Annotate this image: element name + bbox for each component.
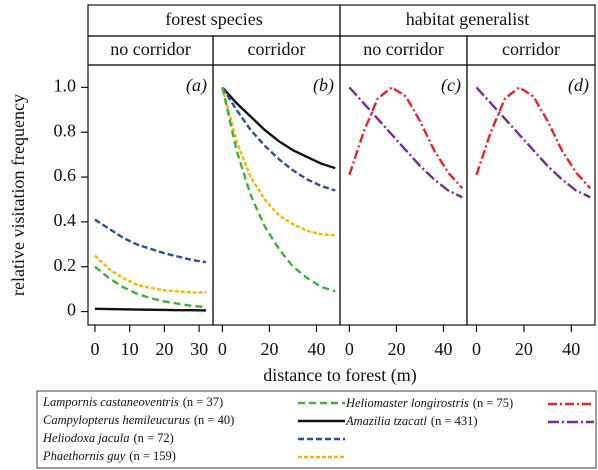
group-header: habitat generalist: [406, 9, 529, 29]
panel-label: (d): [568, 75, 589, 96]
legend-label: Amazilia tzacatl (n = 431): [345, 414, 478, 428]
legend-name: Heliodoxa jacula: [42, 431, 129, 445]
series-line: [94, 265, 207, 309]
legend-count: (n = 40): [194, 413, 234, 427]
legend-label: Campylopterus hemileucurus (n = 40): [43, 413, 234, 427]
y-tick-label: 0.6: [54, 165, 77, 185]
series-line: [475, 85, 592, 190]
x-tick-label: 30: [190, 339, 208, 359]
x-tick-label: 40: [434, 339, 452, 359]
group-header: forest species: [165, 9, 262, 29]
x-tick-label: 20: [260, 339, 278, 359]
legend-name: Campylopterus hemileucurus: [43, 413, 190, 427]
panel-frame: [87, 64, 214, 326]
legend-count: (n = 159): [129, 449, 176, 463]
legend-label: Lampornis castaneoventris (n = 37): [42, 395, 223, 409]
x-tick-label: 0: [345, 339, 354, 359]
x-tick-label: 40: [307, 339, 325, 359]
legend-label: Phaethornis guy (n = 159): [42, 449, 176, 463]
series-line: [221, 86, 336, 170]
legend-name: Amazilia tzacatl: [345, 414, 427, 428]
legend-count: (n = 75): [473, 396, 513, 410]
series-line: [221, 86, 336, 192]
legend-label: Heliomaster longirostris (n = 75): [345, 396, 513, 410]
series-line: [475, 86, 591, 199]
y-tick-label: 0: [67, 300, 76, 320]
legend-name: Heliomaster longirostris: [345, 396, 469, 410]
x-tick-label: 10: [121, 339, 139, 359]
x-tick-label: 20: [155, 339, 173, 359]
panel-title: no corridor: [110, 39, 190, 59]
legend-name: Lampornis castaneoventris: [42, 395, 179, 409]
panel-frame: [339, 64, 468, 326]
panel-title: corridor: [248, 39, 306, 59]
legend-name: Phaethornis guy: [42, 449, 126, 463]
legend-label: Heliodoxa jacula (n = 72): [42, 431, 174, 445]
legend-count: (n = 431): [431, 414, 478, 428]
x-tick-label: 20: [387, 339, 405, 359]
panel-title: corridor: [502, 39, 560, 59]
legend-box: [36, 390, 597, 469]
series-line: [348, 85, 464, 190]
panel-label: (a): [186, 75, 207, 96]
legend-count: (n = 37): [183, 395, 223, 409]
y-tick-label: 1.0: [54, 76, 77, 96]
x-tick-label: 0: [472, 339, 481, 359]
y-tick-label: 0.8: [54, 120, 77, 140]
x-tick-label: 40: [562, 339, 580, 359]
series-line: [348, 86, 463, 199]
y-tick-label: 0.2: [54, 255, 77, 275]
panel-frame: [466, 64, 596, 326]
panel-title: no corridor: [363, 39, 443, 59]
series-line: [94, 254, 207, 294]
series-line: [221, 87, 336, 293]
panel-label: (b): [313, 75, 334, 96]
legend-count: (n = 72): [133, 431, 173, 445]
series-line: [94, 218, 207, 264]
y-axis-label: relative visitation frequency: [8, 94, 28, 296]
x-tick-label: 0: [90, 339, 99, 359]
x-tick-label: 0: [218, 339, 227, 359]
panel-label: (c): [441, 75, 461, 96]
series-line: [221, 87, 336, 237]
y-tick-label: 0.4: [54, 210, 77, 230]
x-axis-label: distance to forest (m): [263, 365, 416, 386]
x-tick-label: 20: [515, 339, 533, 359]
series-line: [94, 307, 207, 312]
